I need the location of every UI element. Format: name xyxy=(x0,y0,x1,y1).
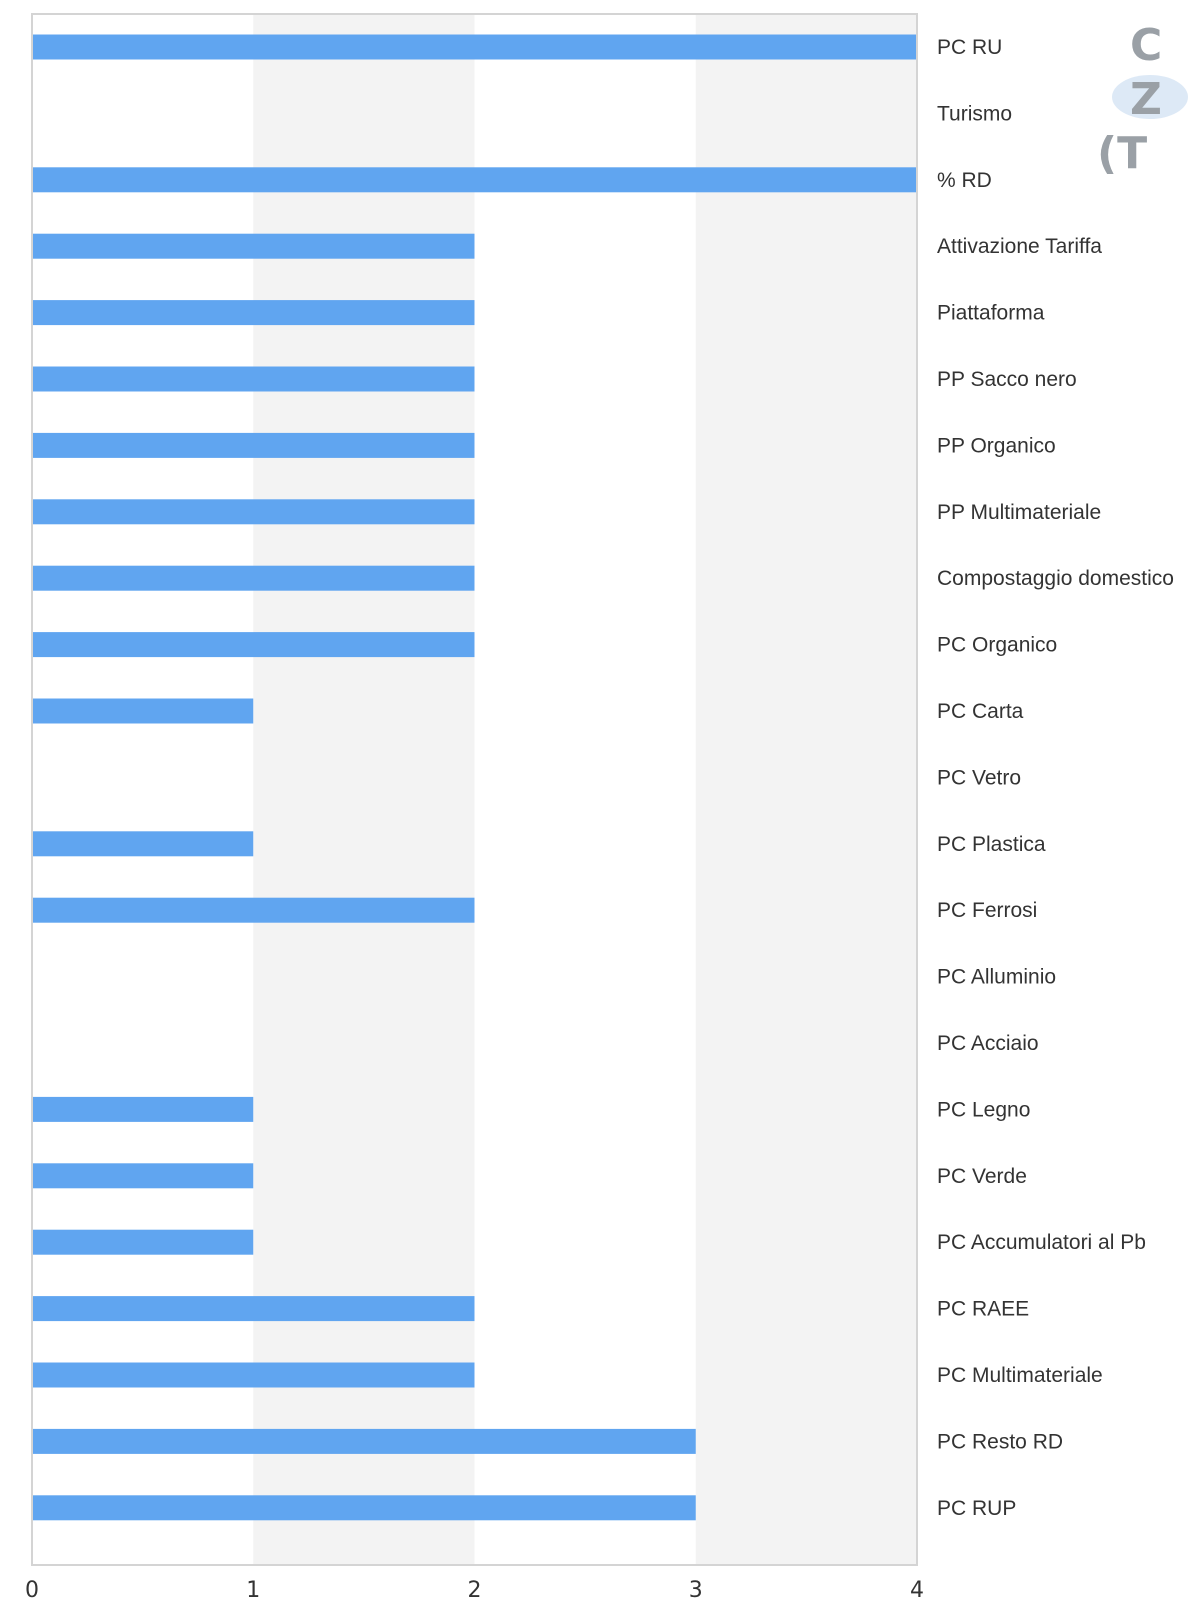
chart-title: CZ(T xyxy=(1097,20,1188,179)
category-label: PC Verde xyxy=(937,1165,1027,1188)
bar xyxy=(32,34,917,60)
category-label: PC Carta xyxy=(937,700,1024,723)
category-label: Turismo xyxy=(937,102,1012,125)
category-label: PC Vetro xyxy=(937,766,1021,789)
category-label: PC Plastica xyxy=(937,833,1046,856)
category-label: PC Resto RD xyxy=(937,1430,1063,1453)
title-fragment: C xyxy=(1130,20,1162,71)
title-fragment: (T xyxy=(1097,128,1147,179)
x-axis-ticks: 0 1 2 3 4 xyxy=(25,1578,924,1603)
bar xyxy=(32,300,475,326)
category-label: PC Acciaio xyxy=(937,1032,1039,1055)
bar xyxy=(32,1229,254,1255)
bar xyxy=(32,565,475,591)
category-label: PC RUP xyxy=(937,1497,1016,1520)
category-label: PC Legno xyxy=(937,1098,1030,1121)
bar xyxy=(32,632,475,658)
category-label: Attivazione Tariffa xyxy=(937,235,1102,258)
category-label: PC Accumulatori al Pb xyxy=(937,1231,1146,1254)
bar xyxy=(32,167,917,193)
title-fragment: Z xyxy=(1130,74,1162,125)
bar xyxy=(32,897,475,923)
category-label: PP Organico xyxy=(937,434,1056,457)
bar xyxy=(32,1362,475,1388)
category-label: PC RAEE xyxy=(937,1298,1029,1321)
bar xyxy=(32,1428,696,1454)
bar xyxy=(32,831,254,857)
x-tick-label: 0 xyxy=(25,1578,39,1603)
bar xyxy=(32,233,475,259)
x-tick-label: 3 xyxy=(689,1578,703,1603)
category-label: PC Multimateriale xyxy=(937,1364,1103,1387)
category-label: Piattaforma xyxy=(937,302,1045,325)
bar xyxy=(32,432,475,458)
category-label: % RD xyxy=(937,169,992,192)
bar xyxy=(32,1495,696,1521)
x-tick-label: 2 xyxy=(468,1578,482,1603)
x-tick-label: 1 xyxy=(246,1578,260,1603)
title-highlight xyxy=(1112,75,1188,119)
bar xyxy=(32,366,475,392)
bar xyxy=(32,1296,475,1322)
bar xyxy=(32,1096,254,1122)
bar xyxy=(32,499,475,525)
bars xyxy=(32,34,917,1521)
category-label: PP Sacco nero xyxy=(937,368,1077,391)
category-label: PC Alluminio xyxy=(937,966,1056,989)
category-label: PC Ferrosi xyxy=(937,899,1037,922)
category-label: PC RU xyxy=(937,36,1002,59)
bar xyxy=(32,1163,254,1189)
category-label: PC Organico xyxy=(937,634,1057,657)
category-label: Compostaggio domestico xyxy=(937,567,1174,590)
plot-frame xyxy=(31,13,918,1566)
grid-band xyxy=(695,14,917,1565)
x-tick-label: 4 xyxy=(910,1578,924,1603)
category-labels: PC RU Turismo % RD Attivazione Tariffa Piatt… xyxy=(937,36,1174,1520)
category-label: PP Multimateriale xyxy=(937,501,1101,524)
bar xyxy=(32,698,254,724)
